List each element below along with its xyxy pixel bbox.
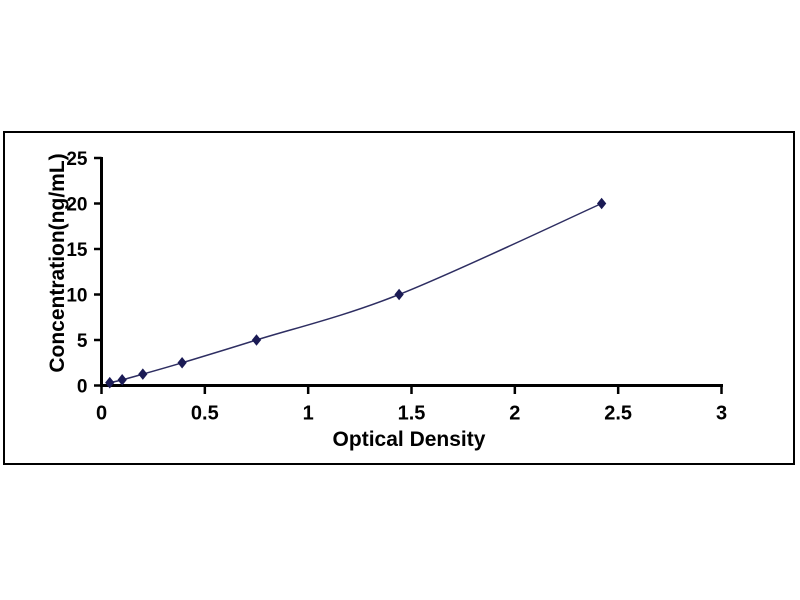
y-tick-label: 25: [66, 149, 88, 170]
x-tick-label: 0.5: [191, 403, 219, 425]
y-axis-title: Concentration(ng/mL): [46, 153, 69, 373]
y-tick-label: 10: [66, 286, 87, 307]
y-tick-label: 0: [77, 377, 88, 398]
y-tick-label: 20: [66, 195, 87, 216]
series-line: [109, 202, 602, 384]
diamond-marker: [138, 368, 148, 380]
diamond-marker: [596, 197, 607, 210]
x-tick-label: 3: [716, 403, 727, 425]
x-tick-label: 2: [509, 403, 520, 425]
diamond-marker: [117, 374, 127, 386]
x-tick-label: 0: [96, 403, 107, 425]
diamond-marker: [105, 376, 115, 389]
x-tick-label: 2.5: [604, 403, 632, 425]
y-tick-label: 5: [77, 331, 88, 352]
y-tick-label: 15: [66, 240, 88, 261]
standard-curve-plot: 0 5 10 15 20 25 0 0.5 1 1.5 2 2.5 3: [66, 149, 727, 425]
diamond-marker: [251, 334, 262, 346]
x-tick-label: 1: [303, 403, 314, 425]
x-tick-label: 1.5: [398, 403, 426, 425]
x-axis-title: Optical Density: [332, 428, 486, 451]
chart-frame: 0 5 10 15 20 25 0 0.5 1 1.5 2 2.5 3 Concentration(ng…: [3, 131, 795, 465]
diamond-marker: [394, 288, 404, 301]
diamond-marker: [177, 356, 187, 369]
